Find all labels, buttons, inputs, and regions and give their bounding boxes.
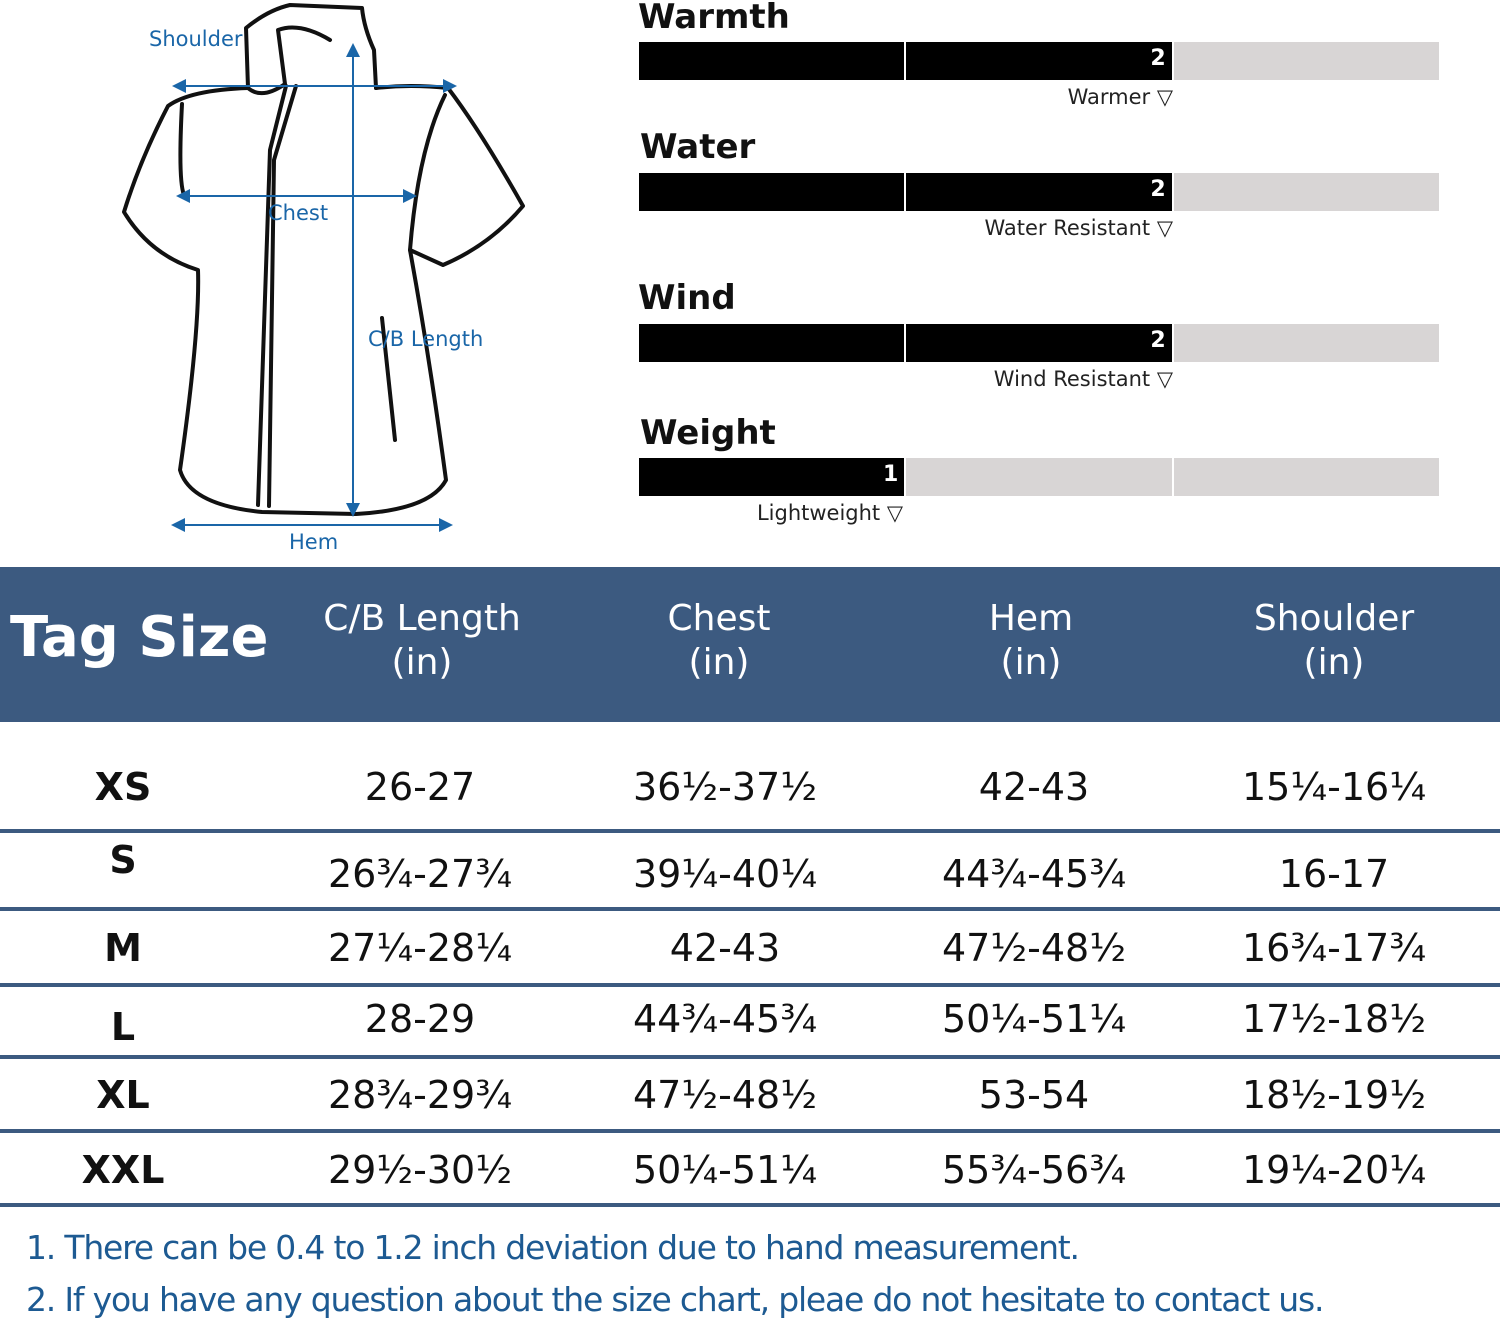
cb-length-cell: 27¼-28¼ — [327, 926, 513, 970]
column-heading-chest: Chest (in) — [569, 597, 869, 685]
meter-segment-filled: 2 — [904, 42, 1172, 80]
shoulder-cell: 18½-19½ — [1241, 1073, 1427, 1117]
column-heading-name: C/B Length — [323, 598, 521, 639]
meter-segment-filled: 1 — [639, 458, 905, 496]
column-heading-hem: Hem (in) — [881, 597, 1181, 685]
shoulder-cell: 17½-18½ — [1241, 997, 1427, 1041]
meter-segment-empty — [1171, 324, 1439, 362]
chest-cell: 50¼-51¼ — [632, 1148, 818, 1192]
hem-label: Hem — [289, 530, 338, 554]
cb-length-cell: 26-27 — [364, 765, 476, 809]
shoulder-cell: 16-17 — [1278, 852, 1390, 896]
column-heading-shoulder: Shoulder (in) — [1184, 597, 1484, 685]
meter-segment-empty — [1171, 173, 1439, 211]
cb-length-cell: 28-29 — [364, 997, 476, 1041]
meter-segment-empty — [1171, 42, 1439, 80]
hem-cell: 44¾-45¾ — [941, 852, 1127, 896]
size-cell: XS — [94, 765, 152, 809]
column-heading-unit: (in) — [1303, 642, 1365, 683]
jacket-measurement-diagram: Shoulder Chest C/B Length Hem — [122, 3, 525, 554]
meter-level-number: 2 — [1150, 177, 1166, 202]
shoulder-cell: 16¾-17¾ — [1241, 926, 1427, 970]
meter-level-number: 2 — [1150, 328, 1166, 353]
hem-cell: 50¼-51¼ — [941, 997, 1127, 1041]
meter-segment-filled — [639, 324, 905, 362]
hem-cell: 47½-48½ — [941, 926, 1127, 970]
rating-caption-weight: Lightweight ▽ — [756, 501, 903, 525]
row-divider — [0, 983, 1500, 987]
cb-length-cell: 28¾-29¾ — [327, 1073, 513, 1117]
row-divider — [0, 1129, 1500, 1133]
row-divider — [0, 907, 1500, 911]
meter-segment-filled — [639, 173, 905, 211]
rating-title-wind: Wind — [638, 278, 736, 318]
size-cell: L — [110, 1005, 136, 1049]
rating-bar-warmth: 2 — [639, 42, 1439, 80]
column-heading-unit: (in) — [1000, 642, 1062, 683]
meter-segment-empty — [1171, 458, 1439, 496]
rating-caption-wind: Wind Resistant ▽ — [993, 367, 1173, 391]
note-measurement-deviation: 1. There can be 0.4 to 1.2 inch deviatio… — [26, 1228, 1080, 1267]
size-cell: XL — [96, 1073, 150, 1117]
shoulder-cell: 15¼-16¼ — [1241, 765, 1427, 809]
meter-segment-filled: 2 — [904, 173, 1172, 211]
size-cell: M — [104, 926, 142, 970]
column-heading-name: Shoulder — [1253, 598, 1415, 639]
chest-cell: 36½-37½ — [632, 765, 818, 809]
shoulder-cell: 19¼-20¼ — [1241, 1148, 1427, 1192]
row-divider — [0, 1203, 1500, 1207]
chest-cell: 39¼-40¼ — [632, 852, 818, 896]
column-heading-unit: (in) — [688, 642, 750, 683]
meter-level-number: 2 — [1150, 46, 1166, 71]
length-label: C/B Length — [368, 327, 483, 351]
meter-segment-empty — [904, 458, 1172, 496]
hem-cell: 42-43 — [978, 765, 1090, 809]
rating-caption-water: Water Resistant ▽ — [984, 216, 1173, 240]
jacket-outline — [122, 3, 525, 516]
chest-cell: 47½-48½ — [632, 1073, 818, 1117]
rating-bar-weight: 1 — [639, 458, 1439, 496]
cb-length-cell: 26¾-27¾ — [327, 852, 513, 896]
rating-bar-water: 2 — [639, 173, 1439, 211]
rating-bar-wind: 2 — [639, 324, 1439, 362]
tag-size-heading: Tag Size — [10, 605, 269, 670]
row-divider — [0, 829, 1500, 833]
meter-level-number: 1 — [883, 462, 899, 487]
column-heading-name: Chest — [667, 598, 771, 639]
rating-title-warmth: Warmth — [638, 0, 790, 37]
shoulder-label: Shoulder — [149, 27, 243, 51]
row-divider — [0, 1055, 1500, 1059]
column-heading-name: Hem — [988, 598, 1074, 639]
column-heading-unit: (in) — [391, 642, 453, 683]
size-cell: XXL — [81, 1148, 165, 1192]
rating-title-water: Water — [640, 127, 756, 167]
meter-segment-filled — [639, 42, 905, 80]
hem-cell: 55¾-56¾ — [941, 1148, 1127, 1192]
size-cell: S — [109, 838, 137, 882]
hem-cell: 53-54 — [978, 1073, 1090, 1117]
size-table-header: Tag Size C/B Length (in) Chest (in) Hem … — [0, 567, 1500, 722]
chest-label: Chest — [268, 201, 328, 225]
measurement-arrows — [171, 43, 457, 532]
meter-segment-filled: 2 — [904, 324, 1172, 362]
rating-caption-warmth: Warmer ▽ — [1067, 85, 1173, 109]
column-heading-cb-length: C/B Length (in) — [272, 597, 572, 685]
note-contact-us: 2. If you have any question about the si… — [26, 1280, 1324, 1319]
chest-cell: 44¾-45¾ — [632, 997, 818, 1041]
chest-cell: 42-43 — [669, 926, 781, 970]
rating-title-weight: Weight — [640, 413, 776, 453]
cb-length-cell: 29½-30½ — [327, 1148, 513, 1192]
